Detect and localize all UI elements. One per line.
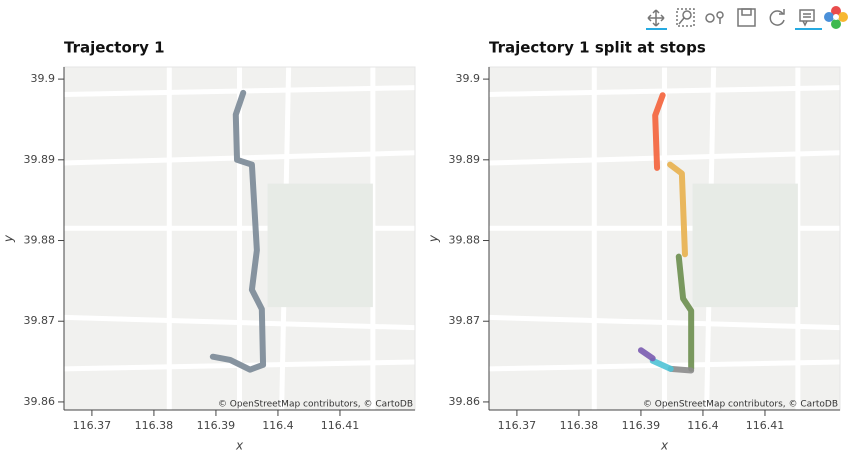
y-tick-label: 39.87	[24, 314, 56, 327]
trajectory-line	[675, 253, 695, 372]
y-tick-label: 39.86	[24, 395, 56, 408]
trajectory-line	[649, 357, 674, 372]
plot	[488, 66, 841, 411]
map-road	[488, 150, 841, 166]
attribution: © OpenStreetMap contributors, © CartoDB	[643, 400, 838, 410]
map-road	[488, 85, 841, 97]
x-tick-label: 116.38	[135, 419, 174, 432]
wheel-zoom-tool[interactable]	[705, 11, 724, 24]
hover-tool[interactable]	[795, 9, 822, 30]
x-tick-label: 116.37	[73, 419, 112, 432]
x-tick-label: 116.37	[498, 419, 537, 432]
x-tick-label: 116.39	[622, 419, 661, 432]
map-road	[63, 85, 416, 97]
map-road	[488, 314, 841, 331]
y-tick-label: 39.86	[449, 395, 481, 408]
toolbar	[646, 6, 848, 30]
y-tick-label: 39.89	[449, 153, 481, 166]
y-tick-label: 39.9	[456, 72, 481, 85]
y-tick-label: 39.88	[24, 234, 56, 247]
x-tick-label: 116.38	[560, 419, 599, 432]
x-tick-label: 116.4	[262, 419, 294, 432]
x-tick-label: 116.41	[321, 419, 360, 432]
save-tool[interactable]	[737, 8, 756, 27]
y-axis-label: y	[2, 234, 16, 243]
pan-tool[interactable]	[646, 9, 667, 30]
chart-title: Trajectory 1 split at stops	[489, 39, 706, 57]
x-axis-label: x	[660, 439, 669, 453]
trajectory-line	[652, 92, 666, 171]
y-axis-label: y	[427, 234, 441, 243]
y-tick-label: 39.9	[31, 72, 56, 85]
chart-title: Trajectory 1	[64, 39, 165, 57]
map-park	[692, 183, 798, 308]
reset-tool[interactable]	[769, 9, 785, 26]
trajectory-line	[209, 89, 267, 373]
x-axis-label: x	[235, 439, 244, 453]
attribution: © OpenStreetMap contributors, © CartoDB	[218, 400, 413, 410]
x-tick-label: 116.39	[197, 419, 236, 432]
x-tick-label: 116.4	[687, 419, 719, 432]
x-tick-label: 116.41	[746, 419, 785, 432]
zoom-tool[interactable]	[676, 8, 695, 27]
trajectory-line	[637, 347, 656, 362]
map-park	[267, 183, 373, 308]
trajectory-line	[667, 365, 695, 374]
bokeh-logo[interactable]	[824, 6, 848, 29]
y-tick-label: 39.89	[24, 153, 56, 166]
map-road	[63, 314, 416, 331]
trajectory-line	[667, 161, 688, 258]
y-tick-label: 39.87	[449, 314, 481, 327]
plot	[63, 66, 416, 411]
y-tick-label: 39.88	[449, 234, 481, 247]
